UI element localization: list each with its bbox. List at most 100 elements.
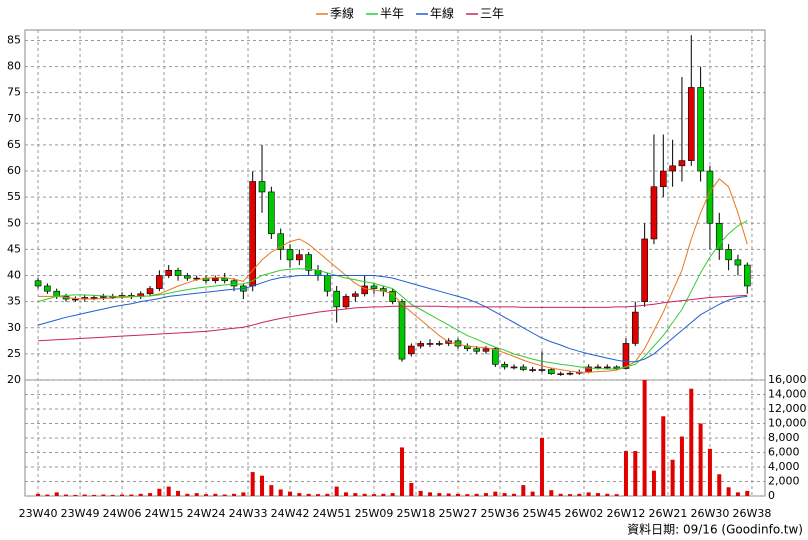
volume-bar bbox=[521, 485, 526, 496]
volume-bar bbox=[726, 487, 731, 496]
volume-bar bbox=[148, 493, 153, 496]
volume-bar bbox=[745, 490, 750, 496]
candle-body bbox=[492, 348, 499, 365]
legend-label: 年線 bbox=[430, 6, 454, 21]
candle-body bbox=[520, 366, 527, 370]
y-tick-label: 30 bbox=[7, 321, 21, 334]
volume-bar bbox=[474, 493, 479, 496]
candle-body bbox=[687, 87, 695, 161]
x-tick-label: 23W40 bbox=[19, 507, 58, 520]
candle-body bbox=[743, 264, 751, 287]
volume-bar bbox=[642, 380, 647, 496]
volume-bar bbox=[381, 493, 386, 496]
x-tick-label: 25W09 bbox=[355, 507, 394, 520]
volume-bar bbox=[204, 494, 209, 496]
candle-body bbox=[641, 238, 648, 302]
y-tick-label: 60 bbox=[7, 164, 21, 177]
candle-body bbox=[426, 343, 434, 345]
volume-bar bbox=[465, 494, 470, 496]
candle-body bbox=[725, 249, 732, 261]
volume-bar bbox=[278, 489, 283, 496]
volume-bar bbox=[437, 493, 442, 496]
volume-bar bbox=[157, 488, 162, 496]
candle-body bbox=[193, 277, 201, 280]
candle-body bbox=[622, 343, 630, 369]
candle-body bbox=[706, 170, 714, 224]
candle-body bbox=[72, 298, 79, 301]
volume-bar bbox=[129, 494, 134, 496]
candle-body bbox=[324, 275, 331, 292]
candle-body bbox=[361, 285, 368, 295]
y-tick-label: 50 bbox=[7, 216, 21, 229]
candle-body bbox=[417, 343, 424, 347]
candle-body bbox=[184, 275, 191, 279]
volume-bar bbox=[614, 494, 619, 496]
volume-bar bbox=[325, 493, 330, 496]
volume-bar bbox=[353, 493, 358, 496]
candle-body bbox=[473, 348, 480, 352]
volume-bar bbox=[250, 472, 255, 496]
volume-bar bbox=[707, 448, 712, 496]
candle-body bbox=[34, 280, 42, 287]
volume-bar bbox=[455, 493, 460, 496]
ma-line bbox=[38, 178, 748, 373]
volume-bar bbox=[269, 485, 274, 496]
y-tick-label: 40 bbox=[7, 269, 21, 282]
candle-body bbox=[165, 269, 173, 276]
volume-bar bbox=[661, 416, 666, 496]
candle-body bbox=[53, 290, 61, 297]
volume-bar bbox=[222, 494, 227, 496]
candle-body bbox=[230, 280, 238, 287]
legend-label: 半年 bbox=[380, 7, 404, 21]
candle-body bbox=[538, 369, 546, 371]
y-tick-label: 70 bbox=[7, 112, 21, 125]
y-tick-label: 25 bbox=[7, 347, 21, 360]
volume-bar bbox=[45, 494, 50, 496]
y-tick-label: 80 bbox=[7, 60, 21, 73]
x-tick-label: 25W18 bbox=[397, 507, 436, 520]
volume-bar bbox=[717, 474, 722, 496]
x-tick-label: 26W02 bbox=[565, 507, 604, 520]
volume-bar bbox=[577, 493, 582, 496]
volume-bar bbox=[73, 494, 78, 496]
volume-bar bbox=[316, 494, 321, 496]
volume-bar bbox=[306, 493, 311, 496]
volume-bar bbox=[595, 493, 600, 496]
x-tick-label: 26W38 bbox=[732, 507, 771, 520]
volume-bar bbox=[567, 494, 572, 496]
volume-bar bbox=[633, 451, 638, 496]
volume-bar bbox=[241, 492, 246, 496]
candle-body bbox=[697, 87, 704, 172]
candle-body bbox=[221, 277, 228, 282]
volume-bar bbox=[670, 459, 675, 496]
candle-body bbox=[398, 301, 406, 360]
volume-bar bbox=[502, 493, 507, 496]
volume-bar bbox=[399, 447, 404, 496]
volume-bar bbox=[138, 493, 143, 496]
volume-bar bbox=[92, 494, 97, 496]
candle-body bbox=[408, 345, 415, 355]
volume-bar bbox=[36, 493, 41, 496]
volume-bar bbox=[539, 438, 544, 496]
x-tick-label: 24W15 bbox=[145, 507, 184, 520]
volume-bar bbox=[260, 475, 265, 496]
candle-body bbox=[510, 366, 518, 369]
volume-bar bbox=[549, 490, 554, 496]
volume-bar bbox=[679, 436, 684, 496]
volume-bar bbox=[427, 492, 432, 496]
x-tick-label: 24W06 bbox=[103, 507, 142, 520]
y-tick-label: 55 bbox=[7, 190, 21, 203]
volume-bar bbox=[418, 490, 423, 496]
y-tick-label: 75 bbox=[7, 86, 21, 99]
y2-tick-label: 6,000 bbox=[768, 446, 800, 459]
x-tick-label: 26W21 bbox=[649, 507, 688, 520]
candle-body bbox=[603, 366, 611, 369]
volume-bar bbox=[297, 493, 302, 496]
candle-body bbox=[352, 293, 359, 297]
volume-bar bbox=[623, 451, 628, 496]
candle-body bbox=[650, 186, 658, 240]
candle-body bbox=[594, 366, 602, 369]
volume-bar bbox=[605, 493, 610, 496]
